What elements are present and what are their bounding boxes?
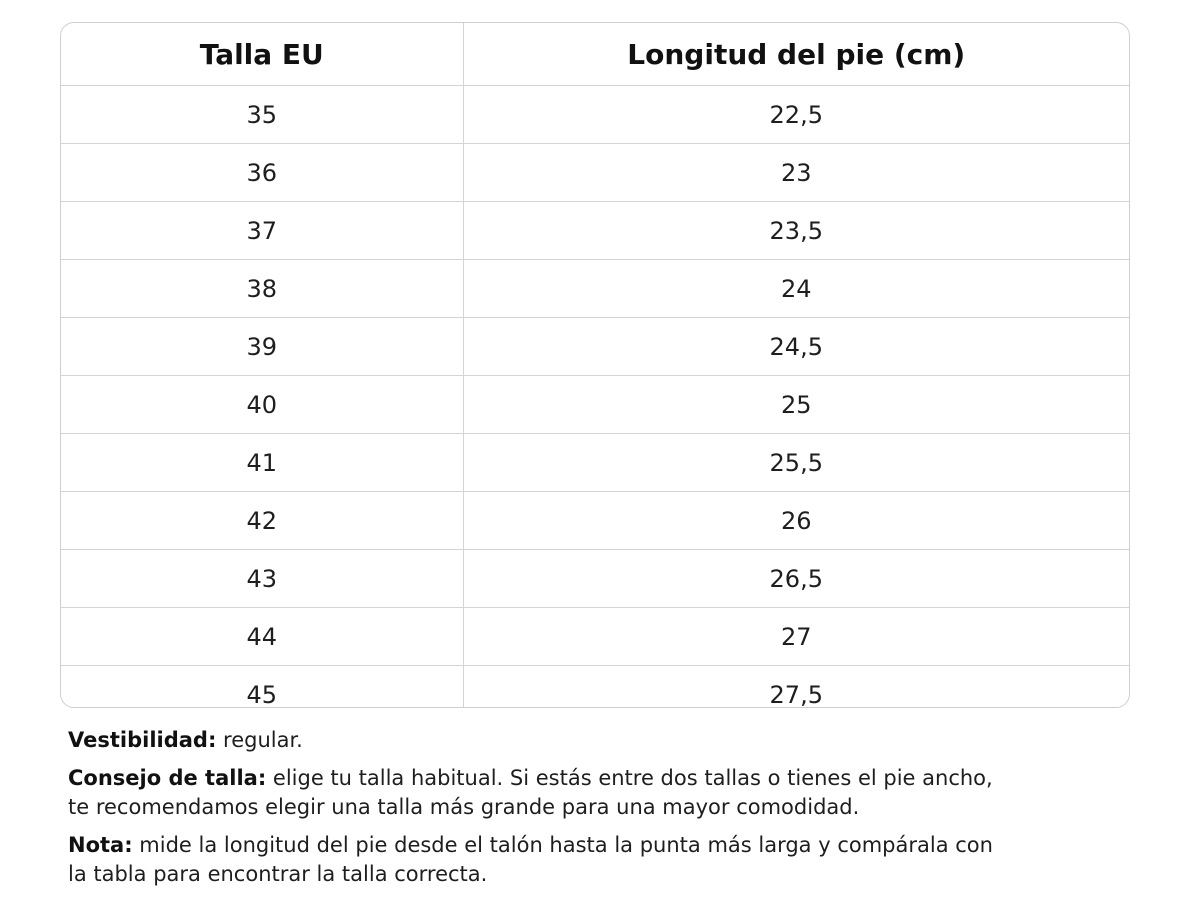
cell-foot-length: 25,5	[462, 433, 1129, 492]
cell-foot-length: 27,5	[462, 665, 1129, 707]
cell-foot-length: 27	[462, 607, 1129, 666]
measure-note: Nota: mide la longitud del pie desde el …	[68, 831, 1148, 889]
advice-text-line1: elige tu talla habitual. Si estás entre …	[266, 766, 993, 790]
cell-eu-size: 36	[61, 143, 463, 202]
size-chart-table: Talla EU Longitud del pie (cm) 35 22,5 3…	[61, 23, 1129, 708]
size-advice-note: Consejo de talla: elige tu talla habitua…	[68, 764, 1148, 822]
cell-eu-size: 35	[61, 85, 463, 144]
cell-eu-size: 42	[61, 491, 463, 550]
cell-foot-length: 26	[462, 491, 1129, 550]
table-row: 35 22,5	[61, 85, 1129, 144]
cell-eu-size: 40	[61, 375, 463, 434]
header-eu-size: Talla EU	[61, 23, 463, 86]
table-row: 41 25,5	[61, 433, 1129, 492]
cell-foot-length: 22,5	[462, 85, 1129, 144]
table-row: 44 27	[61, 607, 1129, 666]
cell-foot-length: 23	[462, 143, 1129, 202]
table-row: 36 23	[61, 143, 1129, 202]
cell-eu-size: 45	[246, 680, 278, 708]
table-header-row: Talla EU Longitud del pie (cm)	[61, 23, 1129, 86]
fit-note: Vestibilidad: regular.	[68, 726, 1148, 755]
cell-foot-length: 25	[462, 375, 1129, 434]
fit-text: regular.	[216, 728, 303, 752]
table-row: 43 26,5	[61, 549, 1129, 608]
size-notes: Vestibilidad: regular. Consejo de talla:…	[68, 726, 1148, 898]
size-chart-table-container: Talla EU Longitud del pie (cm) 35 22,5 3…	[60, 22, 1130, 708]
table-row: 45 27,5	[61, 665, 1129, 708]
cell-eu-size: 38	[61, 259, 463, 318]
cell-eu-size: 44	[61, 607, 463, 666]
cell-eu-size: 43	[61, 549, 463, 608]
fit-label: Vestibilidad:	[68, 728, 217, 752]
cell-foot-length: 24	[462, 259, 1129, 318]
table-row: 42 26	[61, 491, 1129, 550]
advice-label: Consejo de talla:	[68, 766, 267, 790]
header-foot-length: Longitud del pie (cm)	[462, 23, 1129, 86]
table-row: 40 25	[61, 375, 1129, 434]
note-text-line1: mide la longitud del pie desde el talón …	[132, 833, 993, 857]
cell-foot-length: 26,5	[462, 549, 1129, 608]
table-row: 37 23,5	[61, 201, 1129, 260]
advice-text-line2: te recomendamos elegir una talla más gra…	[68, 795, 860, 819]
cell-eu-size: 39	[61, 317, 463, 376]
note-label: Nota:	[68, 833, 133, 857]
cell-foot-length: 23,5	[462, 201, 1129, 260]
table-row: 39 24,5	[61, 317, 1129, 376]
cell-foot-length: 24,5	[462, 317, 1129, 376]
cell-eu-size: 41	[61, 433, 463, 492]
cell-eu-size: 37	[61, 201, 463, 260]
note-text-line2: la tabla para encontrar la talla correct…	[68, 862, 488, 886]
table-row: 38 24	[61, 259, 1129, 318]
